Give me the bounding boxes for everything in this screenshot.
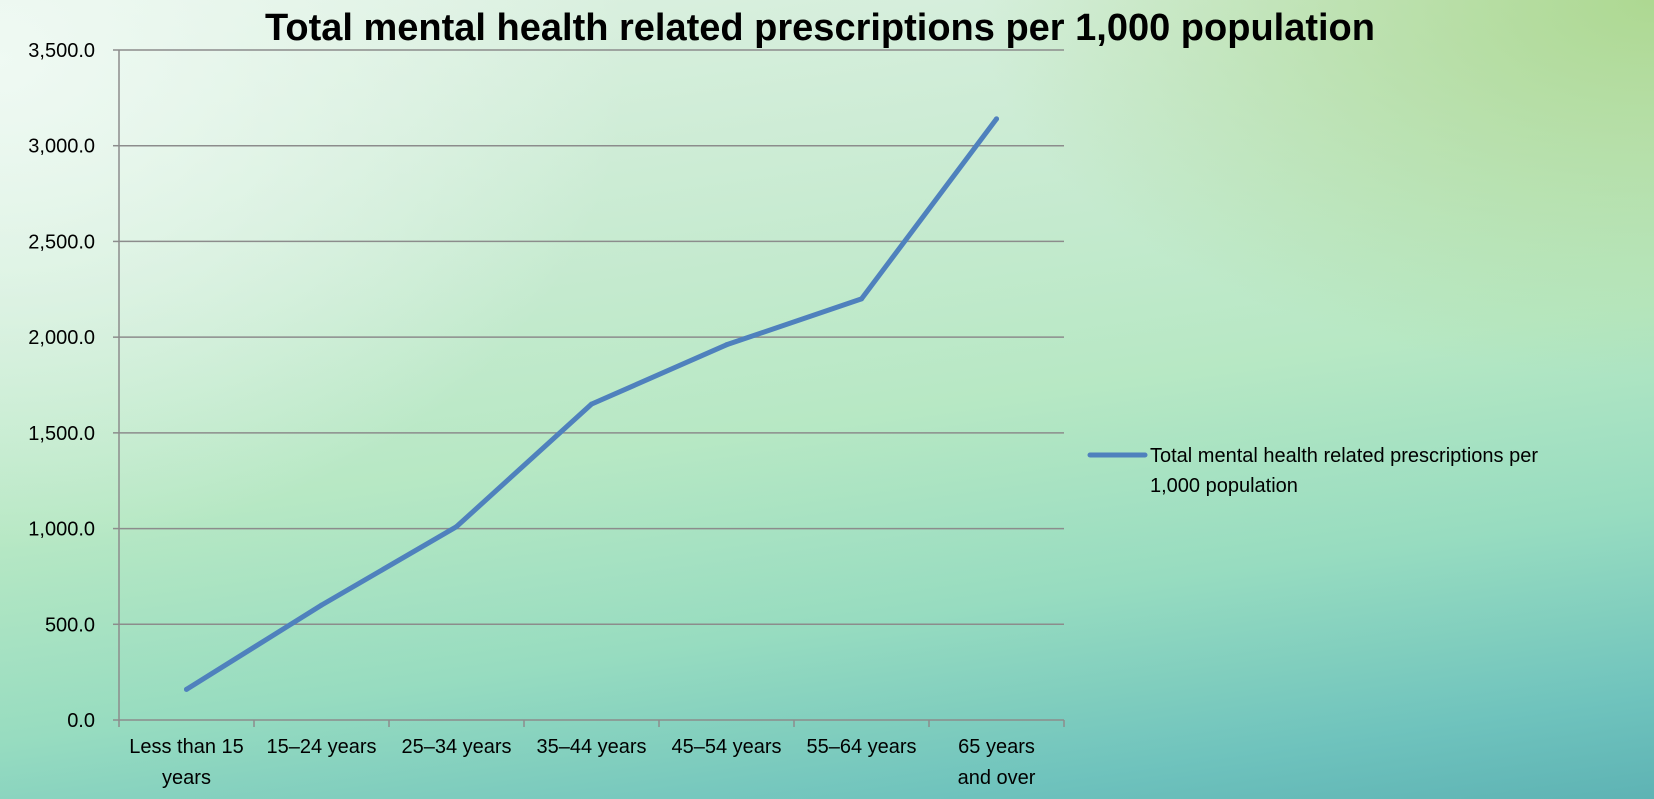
data-point [724, 342, 729, 348]
y-axis-tick-labels: 0.0 500.0 1,000.0 1,500.0 2,000.0 2,500.0 3,00… [28, 40, 95, 732]
x-tick-label: 15–24 years [266, 736, 376, 758]
y-tick-label: 500.0 [45, 614, 95, 636]
data-point [319, 602, 324, 608]
y-tick-label: 3,000.0 [28, 136, 95, 158]
y-tick-label: 1,500.0 [28, 423, 95, 445]
y-tick-label: 0.0 [67, 710, 95, 732]
x-tick-label: 55–64 years [806, 736, 916, 758]
gridlines [119, 49, 1064, 626]
data-point [589, 401, 594, 407]
x-tick-label: 45–54 years [671, 736, 781, 758]
axes [113, 49, 1065, 727]
data-point [859, 296, 864, 302]
data-point [184, 686, 189, 692]
y-tick-label: 2,500.0 [28, 231, 95, 253]
chart-title: Total mental health related prescription… [265, 7, 1375, 49]
y-tick-label: 1,000.0 [28, 519, 95, 541]
x-tick-label: 65 years and over [958, 736, 1036, 789]
x-tick-label: 25–34 years [401, 736, 511, 758]
data-point [454, 524, 459, 530]
x-tick-label: Less than 15 years [129, 736, 244, 789]
legend: Total mental health related prescription… [1087, 445, 1538, 497]
x-axis-tick-labels: Less than 15 years 15–24 years 25–34 years 3… [129, 736, 1036, 789]
x-tick-label: 35–44 years [536, 736, 646, 758]
series-layer [184, 116, 999, 692]
data-point [994, 116, 999, 122]
y-tick-label: 2,000.0 [28, 327, 95, 349]
y-tick-label: 3,500.0 [28, 40, 95, 62]
legend-label: Total mental health related prescription… [1150, 445, 1538, 497]
